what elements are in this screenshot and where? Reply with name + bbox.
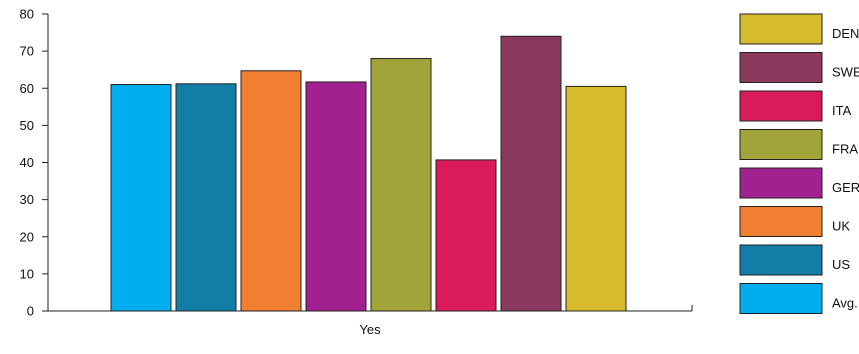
legend-label: DEN	[832, 26, 859, 41]
legend-label: GER	[832, 180, 859, 195]
bars	[110, 35, 627, 312]
bar-fra	[370, 58, 432, 312]
legend-label: Avg.	[832, 296, 858, 311]
legend-swatch-fra	[739, 129, 823, 160]
y-tick-label: 40	[20, 155, 34, 170]
y-axis: 0 10 20 30 40 50 60 70 80	[20, 7, 49, 319]
bar-uk	[240, 70, 302, 312]
y-tick-label: 0	[27, 304, 34, 319]
legend-label: FRA	[832, 142, 858, 157]
legend-swatch-swe	[739, 52, 823, 83]
y-tick-label: 60	[20, 81, 34, 96]
legend-label: US	[832, 257, 850, 272]
y-tick-label: 10	[20, 266, 34, 281]
legend-swatch-us	[739, 244, 823, 276]
bar-us	[175, 83, 237, 312]
legend-swatch-ita	[739, 90, 823, 122]
legend-swatch-den	[739, 13, 823, 45]
legend-label: UK	[832, 219, 850, 234]
y-tick-label: 80	[20, 7, 34, 22]
bar-ita	[435, 159, 497, 312]
bar-swe	[500, 35, 562, 312]
legend-swatch-ger	[739, 167, 823, 199]
x-category-label: Yes	[359, 322, 381, 337]
y-tick-label: 20	[20, 229, 34, 244]
legend-swatch-uk	[739, 206, 823, 237]
legend-label: SWE	[832, 65, 859, 80]
bar-den	[565, 85, 627, 312]
legend-label: ITA	[832, 103, 852, 118]
y-tick-label: 30	[20, 192, 34, 207]
legend: DEN SWE ITA FRA GER UK US Avg.	[739, 13, 859, 314]
bar-avg	[110, 84, 172, 312]
legend-swatch-avg	[739, 283, 823, 314]
y-tick-label: 50	[20, 118, 34, 133]
bar-ger	[305, 81, 367, 312]
y-tick-label: 70	[20, 44, 34, 59]
